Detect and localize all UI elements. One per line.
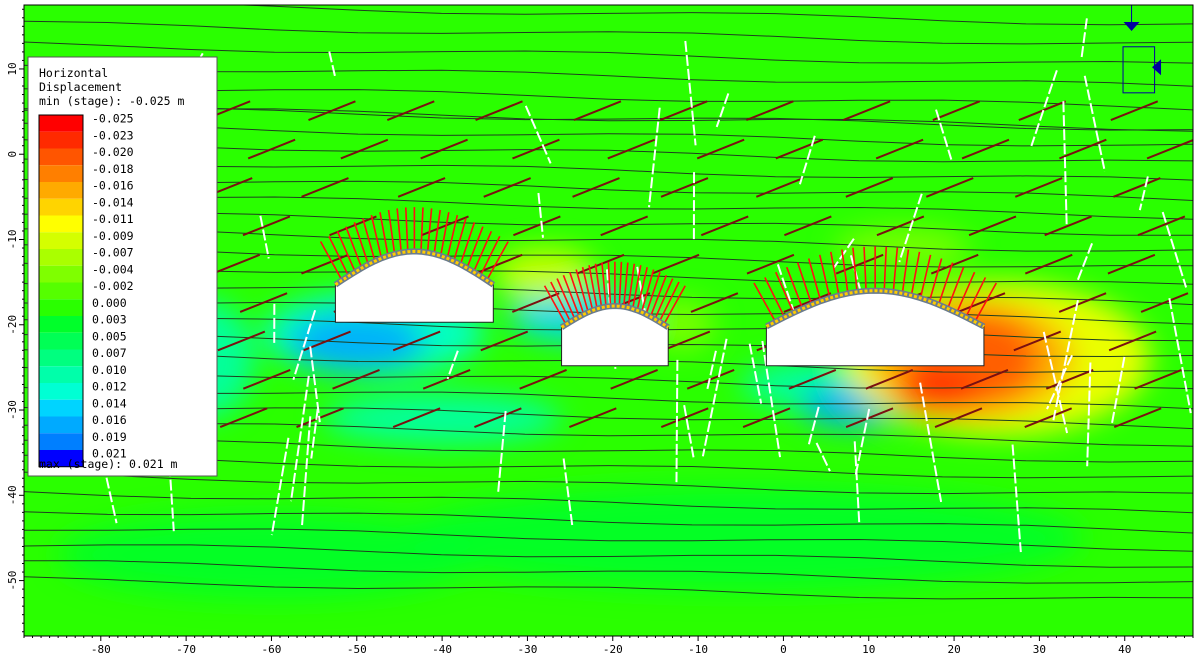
legend-label: -0.016: [92, 179, 134, 193]
x-tick-label: -80: [91, 643, 111, 656]
white-joint: [676, 360, 677, 482]
legend-swatch: [39, 232, 83, 249]
legend-label: 0.005: [92, 329, 127, 343]
legend-swatch: [39, 115, 83, 132]
legend-label: 0.012: [92, 380, 127, 394]
legend-title-line: Displacement: [39, 80, 122, 94]
legend-swatch: [39, 165, 83, 182]
x-tick-label: -10: [688, 643, 708, 656]
x-tick-label: 40: [1118, 643, 1131, 656]
legend-label: -0.007: [92, 246, 134, 260]
legend-swatch: [39, 283, 83, 300]
x-tick-label: -70: [176, 643, 196, 656]
legend-label: -0.004: [92, 262, 134, 276]
contour-region-15: [58, 512, 485, 597]
x-tick-label: -50: [347, 643, 367, 656]
legend-swatch: [39, 266, 83, 283]
legend-label: 0.007: [92, 346, 127, 360]
legend-label: -0.025: [92, 112, 134, 126]
legend-label: 0.010: [92, 363, 127, 377]
legend-swatch: [39, 350, 83, 367]
legend-label: -0.009: [92, 229, 134, 243]
y-tick-label: 0: [6, 151, 19, 158]
legend-label: -0.002: [92, 279, 134, 293]
y-tick-label: 10: [6, 62, 19, 75]
legend-swatch: [39, 182, 83, 199]
legend-swatch: [39, 132, 83, 149]
x-tick-label: -60: [262, 643, 282, 656]
x-tick-label: -20: [603, 643, 623, 656]
y-tick-label: -50: [6, 571, 19, 591]
legend-swatch: [39, 333, 83, 350]
legend-title-line: min (stage): -0.025 m: [39, 94, 184, 108]
x-tick-label: 0: [780, 643, 787, 656]
y-tick-label: -40: [6, 485, 19, 505]
legend-swatch: [39, 249, 83, 266]
legend-swatch: [39, 199, 83, 216]
legend-label: 0.019: [92, 430, 127, 444]
x-tick-label: 20: [947, 643, 960, 656]
legend-swatch: [39, 417, 83, 434]
contour-region-10: [894, 372, 979, 415]
legend-label: -0.018: [92, 162, 134, 176]
legend-swatch: [39, 149, 83, 166]
legend-label: -0.023: [92, 128, 134, 142]
legend-label: 0.016: [92, 413, 127, 427]
y-tick-label: -30: [6, 400, 19, 420]
legend-swatch: [39, 216, 83, 233]
x-tick-label: 30: [1033, 643, 1046, 656]
x-tick-label: 10: [862, 643, 875, 656]
y-tick-label: -10: [6, 230, 19, 250]
x-tick-label: -40: [432, 643, 452, 656]
y-tick-label: -20: [6, 315, 19, 335]
legend-label: 0.000: [92, 296, 127, 310]
legend-title-line: Horizontal: [39, 66, 108, 80]
legend-label: 0.014: [92, 396, 127, 410]
legend-swatch: [39, 299, 83, 316]
legend-swatch: [39, 433, 83, 450]
legend-swatch: [39, 383, 83, 400]
legend-swatch: [39, 400, 83, 417]
legend-label: -0.014: [92, 195, 134, 209]
legend-swatch: [39, 366, 83, 383]
legend-label: -0.020: [92, 145, 134, 159]
x-tick-label: -30: [518, 643, 538, 656]
contour-region-3: [323, 393, 562, 444]
legend-label: -0.011: [92, 212, 134, 226]
legend-swatch: [39, 316, 83, 333]
legend-label: 0.003: [92, 313, 127, 327]
legend-max-line: max (stage): 0.021 m: [39, 457, 178, 471]
